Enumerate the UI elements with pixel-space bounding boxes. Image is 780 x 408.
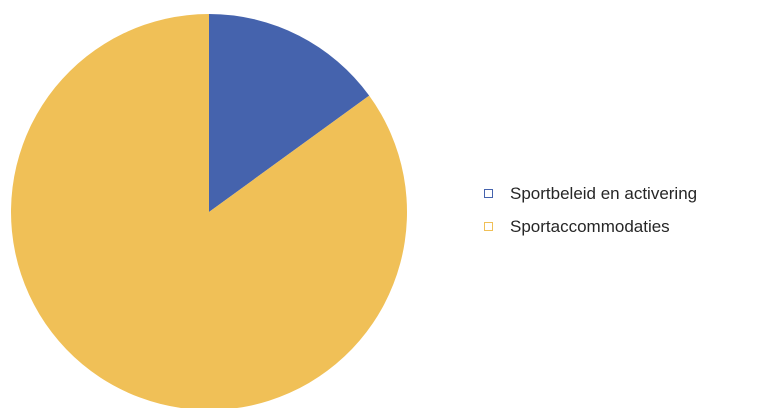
legend-swatch-sportaccommodaties [484,222,493,231]
pie-slice-sportaccommodaties[interactable] [11,14,407,408]
legend: Sportbeleid en activering Sportaccommoda… [484,180,697,240]
pie-slice-sportbeleid-en-activering[interactable] [209,14,370,212]
legend-swatch-sportbeleid [484,189,493,198]
legend-item-sportbeleid[interactable]: Sportbeleid en activering [484,180,697,207]
legend-label-sportbeleid: Sportbeleid en activering [510,183,698,203]
legend-item-sportaccommodaties[interactable]: Sportaccommodaties [484,213,697,240]
legend-label-sportaccommodaties: Sportaccommodaties [510,216,670,236]
pie-chart [11,14,407,408]
